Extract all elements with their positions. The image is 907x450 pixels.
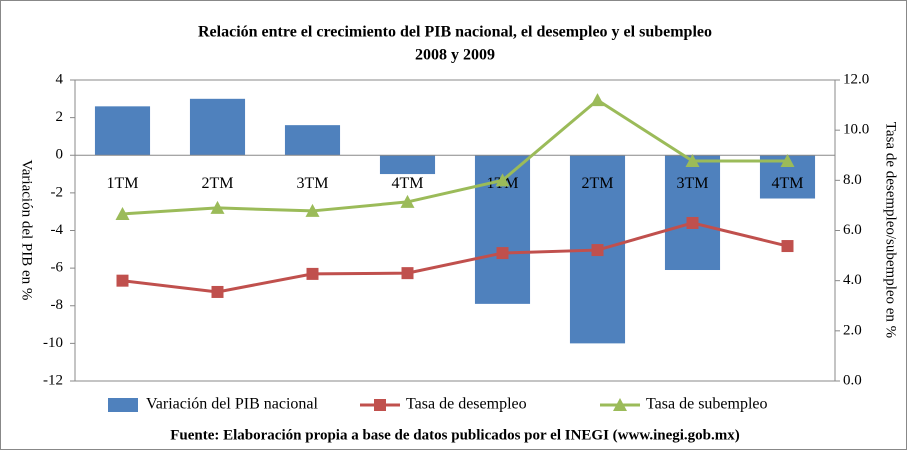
point — [306, 267, 319, 280]
y2-tick-label: 12.0 — [843, 71, 869, 87]
bar — [189, 98, 246, 156]
x-tick-label: 3TM — [677, 175, 709, 192]
point — [116, 274, 129, 287]
y-tick-label: -10 — [43, 335, 63, 351]
bar — [284, 125, 341, 156]
y2-tick-label: 4.0 — [843, 272, 862, 288]
point — [590, 93, 605, 107]
point — [495, 173, 510, 187]
point — [685, 154, 700, 168]
point — [781, 240, 794, 253]
point — [211, 285, 224, 298]
y-tick-label: 2 — [56, 109, 64, 125]
y2-tick-label: 10.0 — [843, 122, 869, 138]
point — [210, 200, 225, 214]
bar — [379, 155, 436, 175]
legend-label: Tasa de subempleo — [646, 396, 768, 413]
point — [686, 216, 699, 229]
y2-tick-label: 2.0 — [843, 322, 862, 338]
x-tick-label: 2TM — [202, 175, 234, 192]
chart-title: Relación entre el crecimiento del PIB na… — [198, 24, 712, 41]
point — [780, 154, 795, 168]
y2-tick-label: 0.0 — [843, 372, 862, 388]
source-note: Fuente: Elaboración propia a base de dat… — [170, 427, 740, 443]
line — [122, 98, 788, 216]
bar — [664, 155, 721, 271]
legend-marker — [613, 398, 627, 411]
y-tick-label: 0 — [56, 147, 64, 163]
y-axis-label: Variación del PIB en % — [19, 160, 35, 301]
point — [496, 247, 509, 260]
point — [591, 244, 604, 257]
x-tick-label: 4TM — [392, 175, 424, 192]
x-tick-label: 4TM — [772, 175, 804, 192]
chart-subtitle: 2008 y 2009 — [415, 47, 495, 64]
x-tick-label: 2TM — [582, 175, 614, 192]
y-tick-label: -4 — [51, 222, 64, 238]
line — [122, 221, 788, 294]
bar — [94, 106, 151, 156]
legend-marker — [374, 399, 386, 411]
y-tick-label: -6 — [51, 260, 64, 276]
x-tick-label: 3TM — [297, 175, 329, 192]
y-tick-label: -8 — [51, 297, 64, 313]
y-tick-label: -2 — [51, 184, 64, 200]
y2-tick-label: 6.0 — [843, 222, 862, 238]
x-tick-label: 1TM — [107, 175, 139, 192]
y2-tick-label: 8.0 — [843, 172, 862, 188]
legend-label: Tasa de desempleo — [406, 396, 527, 413]
point — [400, 194, 415, 208]
y2-axis-label: Tasa de desempleo/subempleo en % — [883, 122, 899, 338]
y-tick-label: -12 — [43, 372, 63, 388]
legend-label: Variación del PIB nacional — [146, 396, 319, 413]
point — [305, 203, 320, 217]
point — [115, 206, 130, 220]
point — [401, 267, 414, 280]
legend-swatch — [108, 398, 138, 412]
y-tick-label: 4 — [56, 71, 64, 87]
